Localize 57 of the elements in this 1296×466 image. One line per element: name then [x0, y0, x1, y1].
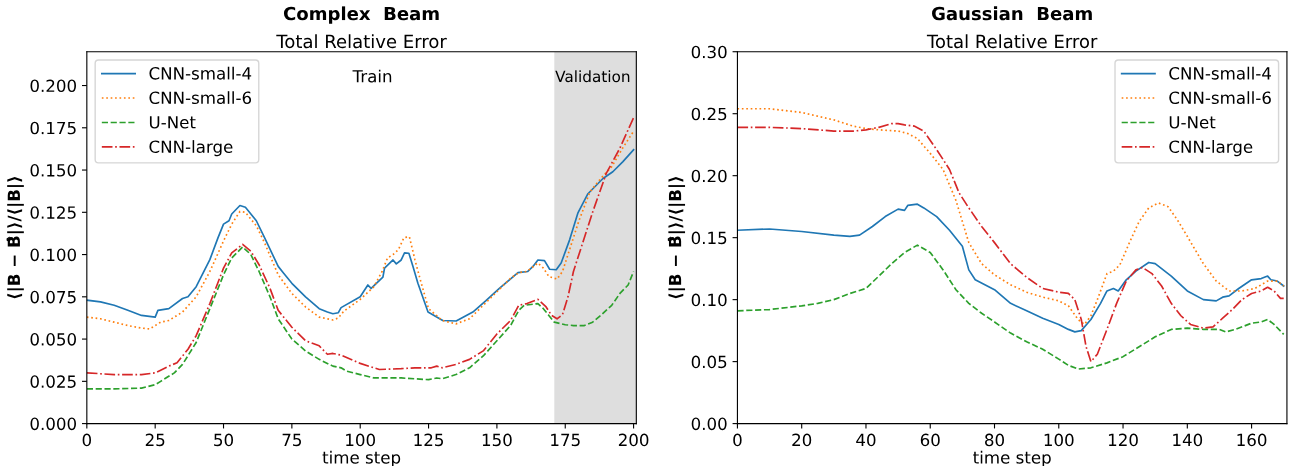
x-tick-label: 0: [82, 433, 92, 447]
x-tick-label: 200: [618, 433, 649, 447]
legend-label: U-Net: [1169, 116, 1216, 129]
legend-label: CNN-small-6: [149, 91, 252, 105]
y-tick-label: 0.25: [691, 107, 727, 121]
line-series: [737, 244, 1285, 370]
y-tick-label: 0.175: [30, 121, 76, 135]
x-tick-label: 0: [733, 433, 742, 447]
x-tick-label: 120: [1108, 433, 1138, 447]
line-series: [737, 107, 1285, 326]
legend-label: U-Net: [149, 116, 196, 129]
x-tick-label: 60: [920, 433, 940, 447]
x-tick-label: 100: [346, 433, 376, 447]
chart-title: Gaussian Beam: [932, 6, 1092, 21]
x-tick-label: 50: [214, 433, 234, 447]
x-tick-label: 20: [792, 433, 812, 447]
legend-label: CNN-small-4: [149, 66, 252, 80]
x-tick-label: 175: [551, 433, 580, 447]
line-series: [86, 246, 635, 390]
line-series: [737, 203, 1285, 333]
y-tick-label: 0.150: [30, 164, 76, 177]
x-tick-label: 140: [1173, 433, 1203, 447]
y-tick-label: 0.30: [691, 45, 727, 59]
y-axis-title: ⟨|B − B̂|⟩/⟨|B|⟩: [6, 177, 24, 299]
y-tick-label: 0.100: [30, 248, 76, 262]
chart-subtitle: Total Relative Error: [276, 34, 447, 49]
y-tick-label: 0.200: [30, 79, 76, 93]
x-tick-label: 160: [1237, 433, 1267, 447]
y-tick-label: 0.050: [30, 333, 76, 346]
legend-label: CNN-small-4: [1169, 66, 1271, 80]
annotation: Train: [352, 69, 392, 83]
y-tick-label: 0.10: [691, 293, 727, 307]
x-axis-title: time step: [322, 450, 401, 466]
x-tick-label: 150: [482, 433, 512, 447]
y-tick-label: 0.15: [691, 231, 727, 245]
line-series: [86, 116, 635, 376]
y-axis-title: ⟨|B − B̂|⟩/⟨|B|⟩: [667, 177, 686, 299]
chart-subtitle: Total Relative Error: [926, 34, 1098, 49]
x-axis-title: time step: [973, 450, 1051, 466]
x-tick-label: 40: [856, 433, 876, 447]
x-tick-label: 100: [1044, 433, 1074, 447]
band-label: Validation: [555, 70, 630, 83]
chart-title: Complex Beam: [283, 6, 439, 24]
x-tick-label: 75: [282, 433, 302, 447]
legend-label: CNN-small-6: [1169, 91, 1271, 105]
x-tick-label: 25: [145, 433, 165, 447]
y-tick-label: 0.000: [30, 417, 76, 431]
y-tick-label: 0.20: [691, 169, 727, 183]
y-tick-label: 0.00: [691, 417, 727, 431]
x-tick-label: 80: [985, 433, 1004, 447]
y-tick-label: 0.125: [30, 206, 76, 219]
y-tick-label: 0.075: [30, 290, 76, 304]
legend-label: CNN-large: [1169, 140, 1253, 157]
x-tick-label: 125: [414, 433, 444, 447]
y-tick-label: 0.025: [30, 375, 76, 388]
legend-label: CNN-large: [149, 140, 233, 157]
y-tick-label: 0.05: [691, 355, 727, 369]
